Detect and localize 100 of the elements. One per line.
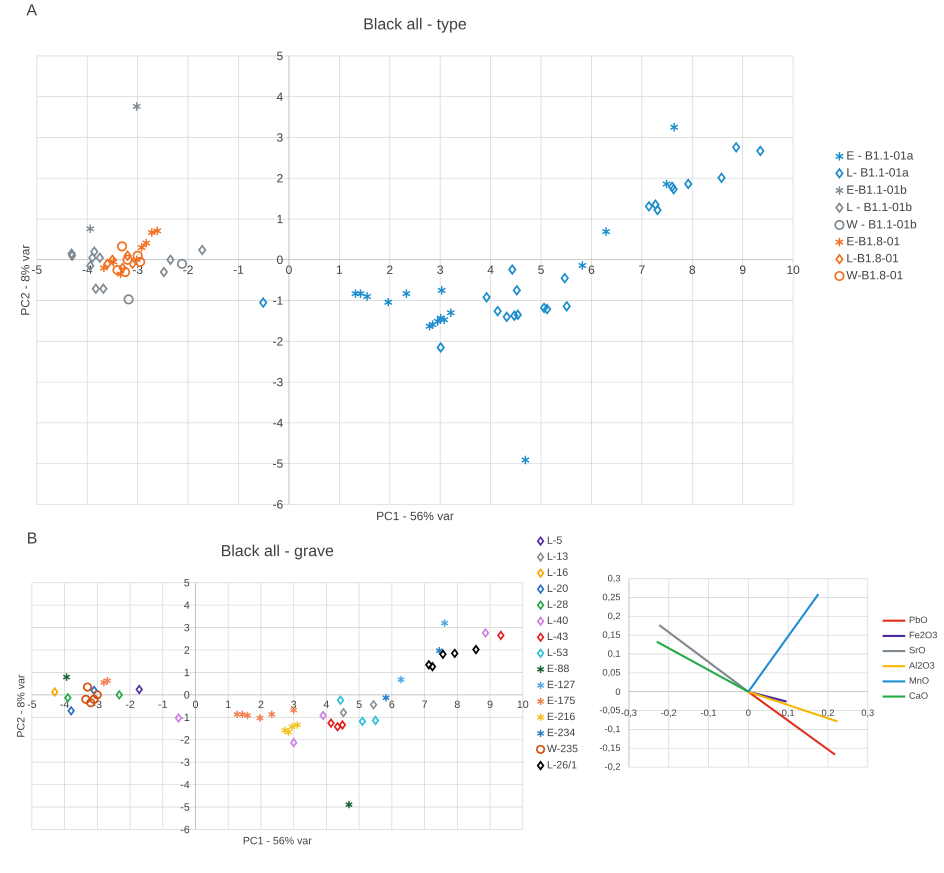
legend-label: MnO: [910, 677, 929, 684]
legend-label: E-175: [548, 696, 575, 704]
x-tick-label: 0: [192, 700, 198, 708]
legend-label: L-5: [548, 536, 562, 544]
x-tick-label: 6: [588, 265, 594, 274]
y-tick-label: 4: [276, 92, 283, 101]
y-tick-label: -2: [180, 736, 190, 744]
x-tick-label: 0: [286, 265, 292, 274]
x-tick-label: -0,1: [700, 709, 716, 717]
y-tick-label: -6: [273, 500, 283, 509]
y-tick-label: 3: [276, 133, 283, 142]
y-tick-label: 5: [184, 578, 190, 586]
y-tick-label: 0,1: [608, 650, 620, 658]
x-tick-label: 7: [639, 265, 645, 274]
x-tick-label: 0,1: [782, 709, 794, 717]
legend-label: E-B1.8-01: [847, 236, 900, 246]
y-tick-label: 0: [184, 690, 190, 699]
legend-label: Fe2O3: [910, 632, 937, 638]
legend-label: W-235: [546, 744, 578, 752]
legend-label: E-216: [548, 712, 575, 720]
x-tick-label: 9: [740, 265, 746, 274]
x-tick-label: 1: [226, 700, 231, 708]
y-tick-label: -2: [273, 337, 283, 346]
y-tick-label: -3: [273, 378, 283, 386]
legend-label: L-53: [548, 648, 568, 656]
x-tick-label: 1: [336, 265, 342, 274]
y-tick-label: -6: [180, 826, 190, 834]
legend-label: PbO: [910, 616, 928, 623]
legend-label: L-26/1: [548, 760, 577, 768]
y-tick-label: 2: [277, 174, 283, 182]
chart-title: Black all - grave: [222, 544, 334, 560]
y-tick-label: -0,05: [600, 706, 620, 714]
legend-label: SrO: [909, 646, 926, 654]
y-tick-label: -5: [180, 803, 190, 811]
x-tick-label: 5: [538, 265, 544, 274]
legend-label: L-13: [548, 552, 568, 560]
legend-label: L-28: [548, 600, 568, 608]
x-tick-label: -5: [32, 265, 42, 274]
y-tick-label: -0,2: [604, 763, 620, 771]
chart-title: Black all - type: [364, 18, 466, 33]
x-tick-label: -2: [126, 700, 134, 708]
text: A: [26, 4, 37, 16]
legend-label: L-43: [548, 632, 568, 640]
y-tick-label: 3: [184, 624, 190, 632]
y-tick-label: -3: [180, 758, 190, 766]
x-tick-label: 10: [518, 700, 528, 708]
legend-label: L - B1.1-01b: [847, 202, 912, 212]
x-tick-label: 3: [437, 265, 443, 274]
x-tick-label: 0,3: [862, 709, 874, 717]
y-tick-label: 0,25: [602, 594, 620, 602]
y-axis-title: PC2 - 8% var: [21, 244, 30, 315]
x-tick-label: 3: [291, 700, 296, 708]
x-tick-label: -5: [28, 700, 36, 708]
y-tick-label: -4: [180, 780, 190, 788]
legend-label: L-B1.8-01: [847, 254, 898, 262]
y-tick-label: 4: [184, 601, 190, 609]
legend-label: CaO: [909, 692, 928, 699]
x-tick-label: -0,2: [661, 709, 676, 717]
y-tick-label: 0: [276, 255, 283, 264]
y-axis-title: PC2 - 8% var: [17, 674, 25, 737]
x-tick-label: 4: [488, 265, 494, 274]
x-tick-label: 4: [324, 700, 330, 708]
x-tick-label: 0: [746, 709, 751, 716]
y-tick-label: 2: [184, 646, 190, 654]
legend-label: E - B1.1-01a: [847, 151, 914, 160]
x-tick-label: 8: [454, 700, 460, 708]
y-tick-label: 1: [277, 214, 283, 223]
x-tick-label: 8: [689, 265, 696, 274]
y-tick-label: -4: [273, 418, 283, 427]
x-tick-label: 5: [356, 700, 362, 708]
x-tick-label: 6: [389, 700, 394, 708]
y-tick-label: 5: [277, 52, 283, 60]
legend-label: L- B1.1-01a: [847, 168, 909, 176]
x-axis-title: PC1 - 56% var: [244, 836, 312, 844]
y-tick-label: -0,1: [604, 725, 620, 734]
x-tick-label: -0,3: [621, 709, 637, 717]
text: B: [28, 532, 36, 544]
y-tick-label: 1: [184, 668, 190, 676]
legend-label: W - B1.1-01b: [846, 220, 916, 228]
legend-label: E-234: [548, 728, 575, 736]
y-tick-label: -0,15: [600, 744, 620, 752]
y-tick-label: 0,05: [602, 668, 620, 677]
x-tick-label: 2: [258, 700, 264, 708]
legend-label: Al2O3: [909, 662, 934, 669]
legend-label: E-127: [548, 680, 575, 688]
legend-label: E-88: [548, 664, 569, 672]
y-tick-label: -1: [273, 296, 283, 305]
legend-label: L-40: [548, 616, 568, 624]
x-tick-label: 0,2: [822, 709, 834, 717]
y-tick-label: 0: [616, 688, 620, 695]
y-tick-label: 0,2: [608, 612, 620, 620]
y-tick-label: -5: [273, 459, 283, 468]
y-tick-label: 0,15: [602, 631, 620, 639]
x-tick-label: -1: [234, 265, 244, 274]
legend-label: E-B1.1-01b: [847, 184, 906, 194]
y-tick-label: 0,3: [608, 574, 620, 582]
x-tick-label: 10: [787, 265, 800, 274]
x-tick-label: 2: [387, 265, 392, 274]
legend-label: W-B1.8-01: [846, 270, 903, 280]
x-tick-label: 7: [422, 700, 428, 708]
